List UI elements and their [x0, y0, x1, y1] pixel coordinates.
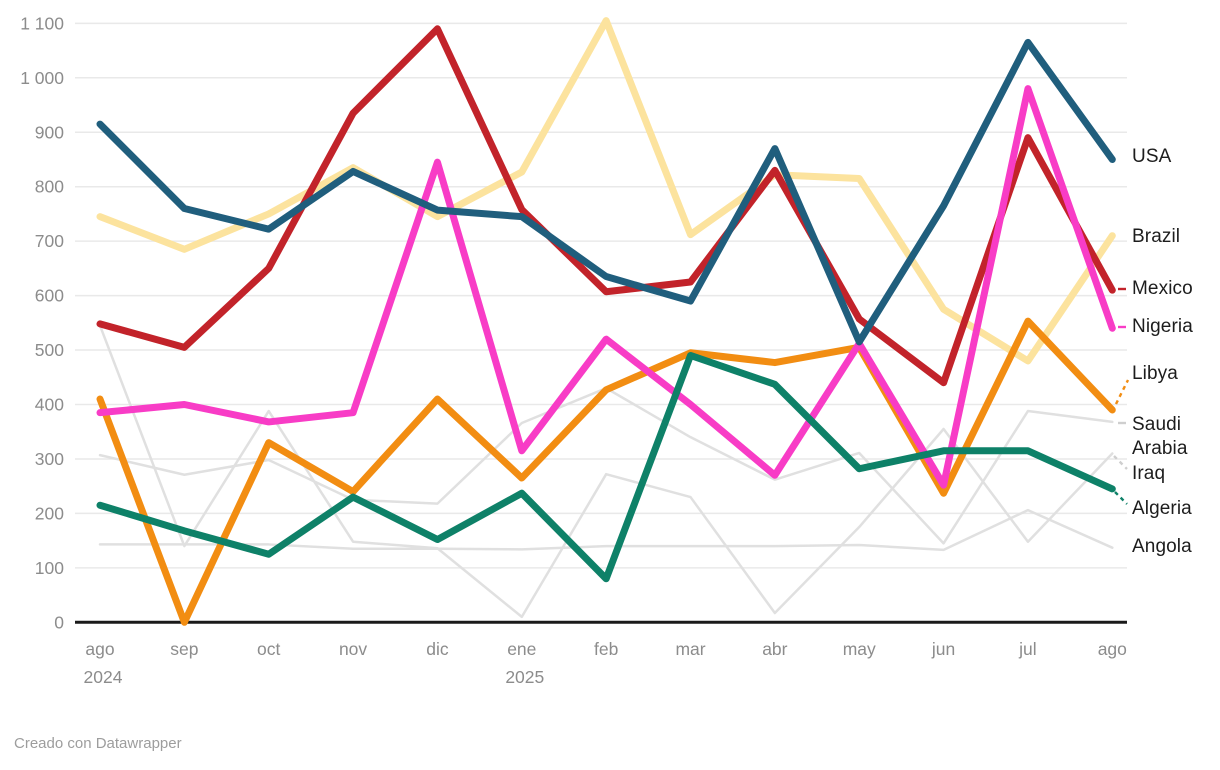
x-tick-label: sep	[170, 639, 198, 659]
series-label-mexico: Mexico	[1132, 278, 1193, 299]
x-tick-label: may	[843, 639, 876, 659]
y-tick-label: 600	[35, 286, 64, 306]
series-line-angola[interactable]	[98, 508, 1114, 552]
x-tick-label: ene	[507, 639, 536, 659]
x-tick-label: mar	[675, 639, 705, 659]
series-line-iraq[interactable]	[98, 324, 1114, 619]
x-tick-label: nov	[339, 639, 367, 659]
x-tick-label: ago	[1098, 639, 1127, 659]
x-tick-label: jun	[931, 639, 955, 659]
series-label-brazil: Brazil	[1132, 226, 1181, 247]
x-tick-year-label: 2025	[505, 667, 544, 687]
x-tick-label: ago	[85, 639, 114, 659]
y-tick-label: 300	[35, 449, 64, 469]
y-tick-label: 700	[35, 231, 64, 251]
x-tick-year-label: 2024	[84, 667, 123, 687]
series-label-libya: Libya	[1132, 363, 1178, 384]
series-label-algeria: Algeria	[1132, 498, 1192, 519]
y-tick-label: 800	[35, 177, 64, 197]
series-line-algeria[interactable]	[96, 351, 1116, 583]
series-label-saudi-arabia: Saudi Arabia	[1132, 414, 1188, 459]
series-label-iraq: Iraq	[1132, 463, 1166, 484]
series-line-mexico[interactable]	[96, 25, 1116, 387]
series-label-usa: USA	[1132, 146, 1172, 167]
y-tick-label: 0	[54, 612, 64, 632]
x-tick-label: jul	[1018, 639, 1037, 659]
series-line-nigeria[interactable]	[96, 85, 1116, 489]
series-line-libya[interactable]	[96, 317, 1116, 626]
label-connector-iraq	[1113, 455, 1128, 470]
y-tick-label: 1 100	[20, 13, 64, 33]
y-tick-label: 100	[35, 558, 64, 578]
label-connector-algeria	[1114, 491, 1128, 505]
y-tick-label: 1 000	[20, 68, 64, 88]
datawrapper-attribution-link[interactable]: Creado con Datawrapper	[14, 735, 182, 752]
series-label-angola: Angola	[1132, 536, 1192, 557]
label-connector-libya	[1114, 379, 1130, 405]
y-tick-label: 400	[35, 395, 64, 415]
series-line-usa[interactable]	[96, 38, 1116, 346]
series-line-brazil[interactable]	[96, 17, 1116, 365]
y-tick-label: 900	[35, 122, 64, 142]
x-tick-label: oct	[257, 639, 280, 659]
y-tick-label: 500	[35, 340, 64, 360]
series-label-nigeria: Nigeria	[1132, 316, 1193, 337]
x-tick-label: feb	[594, 639, 618, 659]
y-tick-label: 200	[35, 503, 64, 523]
x-tick-label: abr	[762, 639, 787, 659]
x-tick-label: dic	[426, 639, 449, 659]
